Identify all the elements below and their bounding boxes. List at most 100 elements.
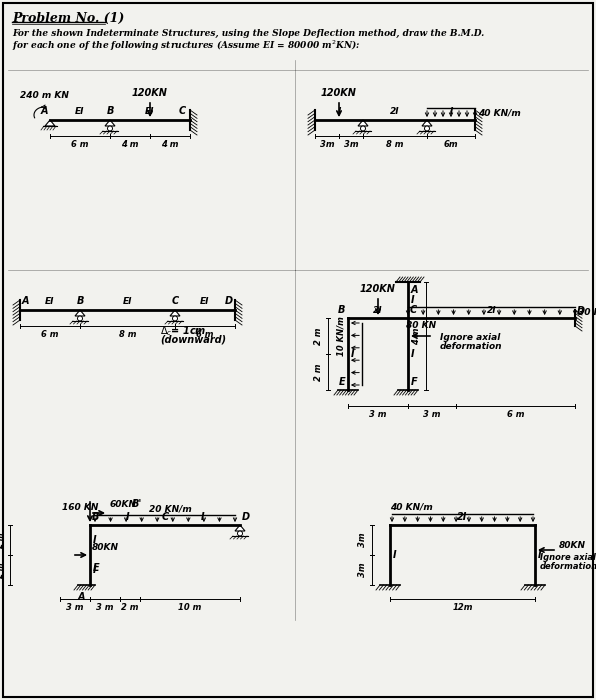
Text: A: A xyxy=(22,296,29,306)
Text: 2 m: 2 m xyxy=(121,603,139,612)
Text: 3m: 3m xyxy=(319,140,334,149)
Text: I: I xyxy=(411,349,415,359)
Text: B: B xyxy=(337,305,345,315)
Text: B: B xyxy=(106,106,114,116)
Text: 3 m: 3 m xyxy=(370,410,387,419)
Text: 120KN: 120KN xyxy=(321,88,357,98)
Polygon shape xyxy=(170,310,180,316)
Text: 2 m: 2 m xyxy=(0,562,5,578)
Text: B: B xyxy=(76,296,83,306)
Text: 40 KN/m: 40 KN/m xyxy=(478,108,521,118)
Text: E: E xyxy=(93,563,100,573)
Text: $\Delta_c$= 1cm: $\Delta_c$= 1cm xyxy=(160,324,207,338)
Text: I: I xyxy=(449,107,453,116)
Text: 2I: 2I xyxy=(457,512,468,522)
Text: A: A xyxy=(41,106,48,116)
Text: I: I xyxy=(411,295,415,305)
Text: For the shown Indeterminate Structures, using the Slope Deflection method, draw : For the shown Indeterminate Structures, … xyxy=(12,29,484,38)
Polygon shape xyxy=(75,310,85,316)
Text: A: A xyxy=(411,285,418,295)
Text: 80 KN: 80 KN xyxy=(406,321,436,330)
Text: D: D xyxy=(577,306,585,316)
Text: 6 m: 6 m xyxy=(72,140,89,149)
Text: 3 m: 3 m xyxy=(96,603,114,612)
Text: E: E xyxy=(339,377,345,387)
Circle shape xyxy=(237,531,243,536)
Text: (downward): (downward) xyxy=(160,335,226,345)
Text: I: I xyxy=(126,512,129,522)
Text: 2I: 2I xyxy=(390,107,400,116)
Text: 240 m KN: 240 m KN xyxy=(20,91,69,100)
Text: A: A xyxy=(77,592,85,602)
Circle shape xyxy=(77,316,82,321)
Text: EI: EI xyxy=(123,297,132,306)
Text: 120KN: 120KN xyxy=(132,88,168,98)
Text: 6m: 6m xyxy=(443,140,458,149)
Text: I: I xyxy=(393,550,396,560)
Text: EI: EI xyxy=(200,297,210,306)
Text: 3m: 3m xyxy=(358,533,367,547)
Text: EI: EI xyxy=(75,107,85,116)
Text: 6 m: 6 m xyxy=(507,410,524,419)
Text: D: D xyxy=(225,296,233,306)
Text: 40 KN/m: 40 KN/m xyxy=(390,503,433,512)
Text: 2 m: 2 m xyxy=(0,532,5,548)
Text: C: C xyxy=(410,305,417,315)
Text: B': B' xyxy=(132,499,142,509)
Text: I: I xyxy=(337,107,341,116)
Text: 10 m: 10 m xyxy=(178,603,201,612)
Circle shape xyxy=(361,126,365,131)
Text: 2I: 2I xyxy=(487,306,496,315)
Text: 20 KN/m: 20 KN/m xyxy=(148,504,191,513)
Text: 8 m: 8 m xyxy=(119,330,136,339)
Circle shape xyxy=(172,316,178,321)
Text: 3 m: 3 m xyxy=(423,410,441,419)
Text: 3m: 3m xyxy=(358,563,367,578)
Text: 2 m: 2 m xyxy=(314,328,323,345)
Text: for each one of the following structures (Assume EI = 80000 m$^2$KN):: for each one of the following structures… xyxy=(12,39,361,53)
Text: 30 KN/m: 30 KN/m xyxy=(578,307,596,316)
Text: 160 KN: 160 KN xyxy=(62,503,98,512)
Text: B: B xyxy=(92,512,100,522)
Text: 3 m: 3 m xyxy=(66,603,84,612)
Text: EI: EI xyxy=(45,297,55,306)
Text: Ignore axial: Ignore axial xyxy=(440,333,501,342)
Circle shape xyxy=(424,126,430,131)
Text: EI: EI xyxy=(145,107,155,116)
Text: C: C xyxy=(172,296,179,306)
Text: 2I: 2I xyxy=(373,306,383,315)
Text: 12m: 12m xyxy=(452,603,473,612)
Text: 60KN: 60KN xyxy=(110,500,137,509)
Text: 120KN: 120KN xyxy=(360,284,396,294)
Text: Ignore axial: Ignore axial xyxy=(540,553,596,562)
Text: 3m: 3m xyxy=(344,140,358,149)
Text: I: I xyxy=(93,535,97,545)
Text: I: I xyxy=(93,565,97,575)
Text: C: C xyxy=(162,512,169,522)
Text: D: D xyxy=(242,512,250,522)
Text: 6 m: 6 m xyxy=(41,330,59,339)
Polygon shape xyxy=(235,525,245,531)
Polygon shape xyxy=(422,120,432,126)
Text: 4 m: 4 m xyxy=(121,140,139,149)
Text: deformation: deformation xyxy=(440,342,502,351)
Text: 4 m: 4 m xyxy=(412,328,421,345)
Text: 2 m: 2 m xyxy=(314,363,323,381)
Text: I: I xyxy=(351,349,355,359)
Text: I: I xyxy=(538,550,542,560)
Text: F: F xyxy=(411,377,418,387)
Circle shape xyxy=(107,126,113,131)
Polygon shape xyxy=(45,120,55,126)
Text: I: I xyxy=(201,512,204,522)
Text: 4 m: 4 m xyxy=(162,140,179,149)
Text: 10 KN/m: 10 KN/m xyxy=(337,316,346,356)
Text: 80KN: 80KN xyxy=(92,543,119,552)
Text: deformation: deformation xyxy=(540,562,596,571)
Text: 80KN: 80KN xyxy=(559,542,586,550)
Text: Problem No. (1): Problem No. (1) xyxy=(12,12,124,25)
Text: 8 m: 8 m xyxy=(386,140,403,149)
Text: C: C xyxy=(179,106,186,116)
Polygon shape xyxy=(358,120,368,126)
Polygon shape xyxy=(105,120,115,126)
Text: 6 m: 6 m xyxy=(196,330,214,339)
